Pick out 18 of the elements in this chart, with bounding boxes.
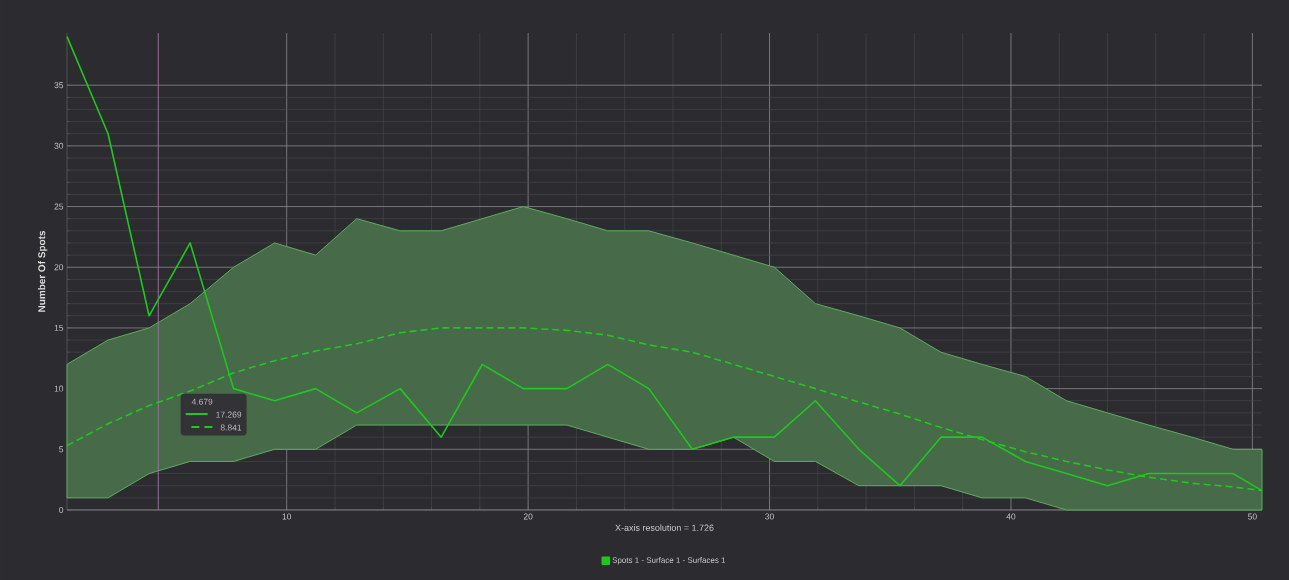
y-tick-label: 15 bbox=[54, 324, 64, 331]
y-tick-label: 20 bbox=[54, 264, 64, 271]
y-tick-label: 30 bbox=[54, 142, 64, 149]
x-tick-label: 50 bbox=[1248, 513, 1257, 520]
y-tick-label: 5 bbox=[59, 446, 64, 453]
x-axis-title: X-axis resolution = 1.726 bbox=[615, 524, 714, 531]
annotation: 8.841 bbox=[220, 424, 242, 431]
y-tick-label: 10 bbox=[54, 385, 64, 392]
y-tick-label: 25 bbox=[54, 203, 64, 210]
x-tick-label: 10 bbox=[282, 513, 292, 520]
x-tick-label: 30 bbox=[765, 513, 774, 520]
y-tick-label: 35 bbox=[54, 82, 64, 89]
annotation: 17.269 bbox=[216, 411, 242, 418]
y-axis-title: Number Of Spots bbox=[37, 230, 48, 312]
annotation: 4.679 bbox=[191, 398, 213, 405]
y-tick-label: 0 bbox=[59, 506, 64, 513]
x-tick-label: 40 bbox=[1006, 513, 1016, 520]
x-tick-label: 20 bbox=[523, 513, 533, 520]
